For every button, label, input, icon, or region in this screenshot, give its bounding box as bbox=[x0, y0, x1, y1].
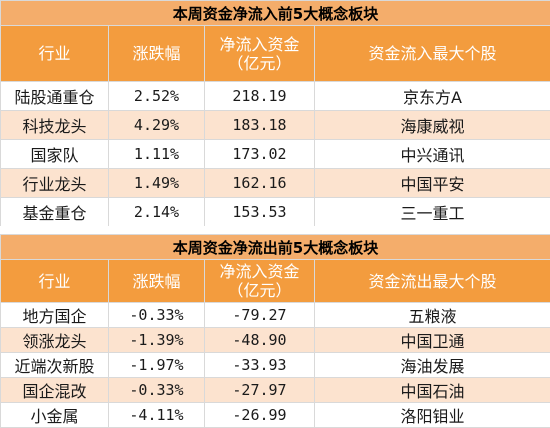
stock-cell: 中国石油 bbox=[315, 378, 550, 403]
table-row: 小金属 -4.11% -26.99 洛阳钼业 bbox=[1, 403, 550, 428]
inflow-header-row: 行业 涨跌幅 净流入资金 （亿元） 资金流入最大个股 bbox=[1, 26, 550, 82]
inflow-table-title: 本周资金净流入前5大概念板块 bbox=[1, 1, 550, 26]
stock-cell: 海油发展 bbox=[315, 353, 550, 378]
amount-cell: -33.93 bbox=[205, 353, 315, 378]
header-change: 涨跌幅 bbox=[109, 26, 205, 82]
amount-cell: -79.27 bbox=[205, 303, 315, 328]
header-sector: 行业 bbox=[1, 260, 109, 303]
outflow-table: 本周资金净流出前5大概念板块 行业 涨跌幅 净流入资金 （亿元） 资金流出最大个… bbox=[0, 234, 550, 428]
sector-cell: 小金属 bbox=[1, 403, 109, 428]
change-cell: -1.39% bbox=[109, 328, 205, 353]
table-row: 近端次新股 -1.97% -33.93 海油发展 bbox=[1, 353, 550, 378]
amount-cell: 162.16 bbox=[205, 169, 315, 198]
change-cell: 1.49% bbox=[109, 169, 205, 198]
sector-cell: 科技龙头 bbox=[1, 111, 109, 140]
sector-cell: 国企混改 bbox=[1, 378, 109, 403]
header-sector: 行业 bbox=[1, 26, 109, 82]
amount-cell: 183.18 bbox=[205, 111, 315, 140]
sector-cell: 国家队 bbox=[1, 140, 109, 169]
header-top-stock: 资金流入最大个股 bbox=[315, 26, 550, 82]
change-cell: 4.29% bbox=[109, 111, 205, 140]
change-cell: 2.52% bbox=[109, 82, 205, 111]
change-cell: -4.11% bbox=[109, 403, 205, 428]
change-cell: -1.97% bbox=[109, 353, 205, 378]
sector-cell: 地方国企 bbox=[1, 303, 109, 328]
amount-cell: 218.19 bbox=[205, 82, 315, 111]
header-top-stock: 资金流出最大个股 bbox=[315, 260, 550, 303]
header-change: 涨跌幅 bbox=[109, 260, 205, 303]
stock-cell: 海康威视 bbox=[315, 111, 550, 140]
inflow-table: 本周资金净流入前5大概念板块 行业 涨跌幅 净流入资金 （亿元） 资金流入最大个… bbox=[0, 0, 550, 227]
sector-cell: 基金重仓 bbox=[1, 198, 109, 227]
table-row: 国企混改 -0.33% -27.97 中国石油 bbox=[1, 378, 550, 403]
inflow-title-row: 本周资金净流入前5大概念板块 bbox=[1, 1, 550, 26]
table-row: 陆股通重仓 2.52% 218.19 京东方A bbox=[1, 82, 550, 111]
stock-cell: 京东方A bbox=[315, 82, 550, 111]
sector-cell: 近端次新股 bbox=[1, 353, 109, 378]
amount-cell: -48.90 bbox=[205, 328, 315, 353]
table-row: 科技龙头 4.29% 183.18 海康威视 bbox=[1, 111, 550, 140]
change-cell: 2.14% bbox=[109, 198, 205, 227]
table-row: 领涨龙头 -1.39% -48.90 中国卫通 bbox=[1, 328, 550, 353]
amount-cell: -26.99 bbox=[205, 403, 315, 428]
stock-cell: 中国平安 bbox=[315, 169, 550, 198]
amount-cell: 173.02 bbox=[205, 140, 315, 169]
change-cell: -0.33% bbox=[109, 378, 205, 403]
stock-cell: 洛阳钼业 bbox=[315, 403, 550, 428]
table-separator bbox=[0, 226, 550, 234]
outflow-title-row: 本周资金净流出前5大概念板块 bbox=[1, 235, 550, 260]
sector-cell: 领涨龙头 bbox=[1, 328, 109, 353]
amount-cell: 153.53 bbox=[205, 198, 315, 227]
change-cell: 1.11% bbox=[109, 140, 205, 169]
outflow-table-title: 本周资金净流出前5大概念板块 bbox=[1, 235, 550, 260]
table-row: 地方国企 -0.33% -79.27 五粮液 bbox=[1, 303, 550, 328]
table-row: 行业龙头 1.49% 162.16 中国平安 bbox=[1, 169, 550, 198]
stock-cell: 中国卫通 bbox=[315, 328, 550, 353]
table-row: 国家队 1.11% 173.02 中兴通讯 bbox=[1, 140, 550, 169]
header-amount: 净流入资金 （亿元） bbox=[205, 260, 315, 303]
sector-cell: 陆股通重仓 bbox=[1, 82, 109, 111]
stock-cell: 三一重工 bbox=[315, 198, 550, 227]
table-row: 基金重仓 2.14% 153.53 三一重工 bbox=[1, 198, 550, 227]
amount-cell: -27.97 bbox=[205, 378, 315, 403]
change-cell: -0.33% bbox=[109, 303, 205, 328]
outflow-header-row: 行业 涨跌幅 净流入资金 （亿元） 资金流出最大个股 bbox=[1, 260, 550, 303]
stock-cell: 五粮液 bbox=[315, 303, 550, 328]
stock-cell: 中兴通讯 bbox=[315, 140, 550, 169]
header-amount: 净流入资金 （亿元） bbox=[205, 26, 315, 82]
sector-cell: 行业龙头 bbox=[1, 169, 109, 198]
